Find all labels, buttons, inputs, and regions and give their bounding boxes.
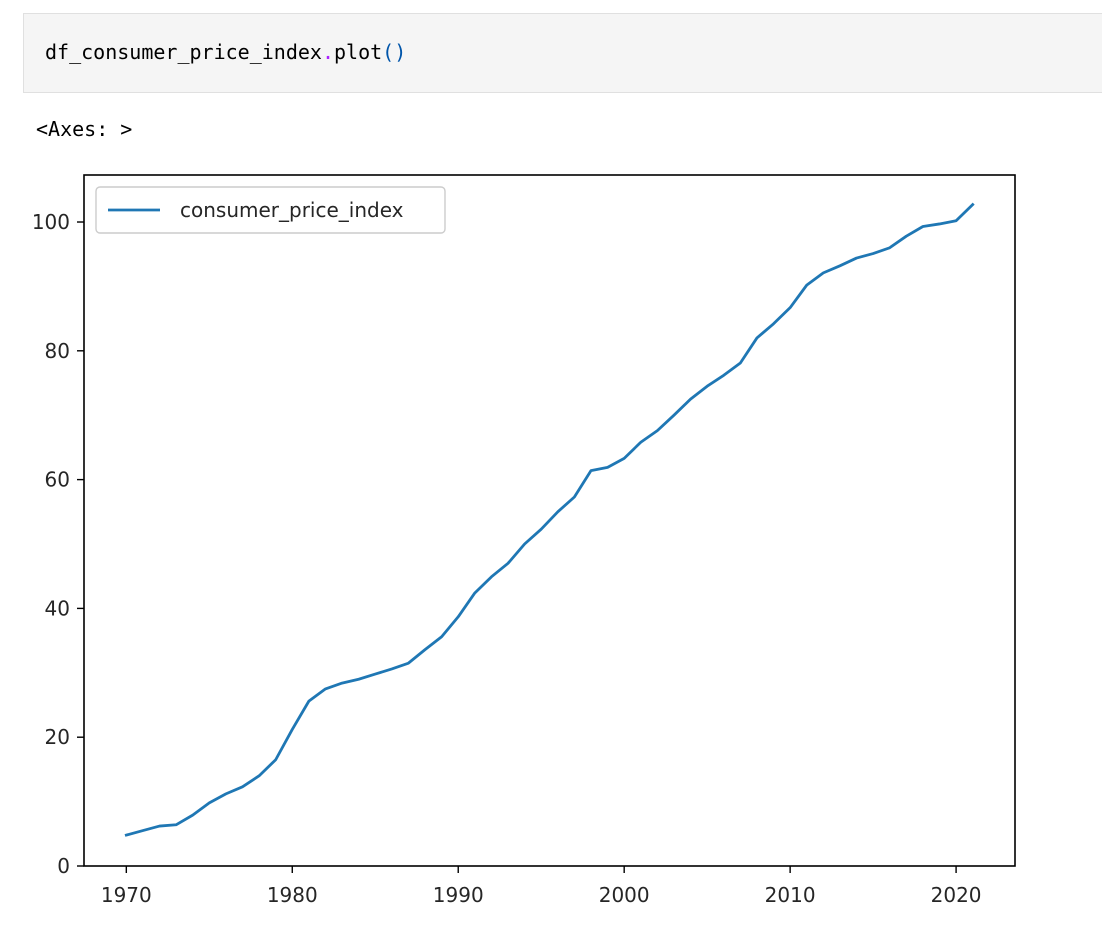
output-repr: <Axes: > (36, 117, 133, 141)
x-tick-label: 2020 (931, 883, 982, 907)
code-cell[interactable]: df_consumer_price_index.plot() (23, 13, 1102, 93)
code-line[interactable]: df_consumer_price_index.plot() (45, 40, 406, 64)
y-tick-label: 100 (32, 210, 70, 234)
code-method: plot (334, 40, 383, 64)
y-tick-label: 0 (57, 854, 70, 878)
code-parens: () (382, 40, 407, 64)
y-tick-label: 20 (45, 725, 70, 749)
x-tick-label: 1990 (433, 883, 484, 907)
legend: consumer_price_index (95, 186, 446, 234)
axes-frame (83, 174, 1016, 867)
plot-area (83, 174, 1016, 867)
x-tick-label: 2000 (599, 883, 650, 907)
x-tick-label: 1970 (101, 883, 152, 907)
y-tick-label: 60 (45, 468, 70, 492)
x-tick-label: 2010 (765, 883, 816, 907)
legend-label: consumer_price_index (180, 198, 404, 222)
y-tick-label: 40 (45, 596, 70, 620)
y-tick-label: 80 (45, 339, 70, 363)
line-chart: 1970 1980 1990 2000 2010 2020 0 20 40 60 80 100 co… (32, 174, 1016, 907)
legend-box (95, 186, 446, 234)
y-axis: 0 20 40 60 80 100 (32, 210, 84, 878)
x-axis: 1970 1980 1990 2000 2010 2020 (101, 866, 982, 907)
series-line-0 (124, 202, 975, 837)
code-dot: . (321, 40, 334, 64)
code-object: df_consumer_price_index (45, 40, 322, 64)
x-tick-label: 1980 (267, 883, 318, 907)
